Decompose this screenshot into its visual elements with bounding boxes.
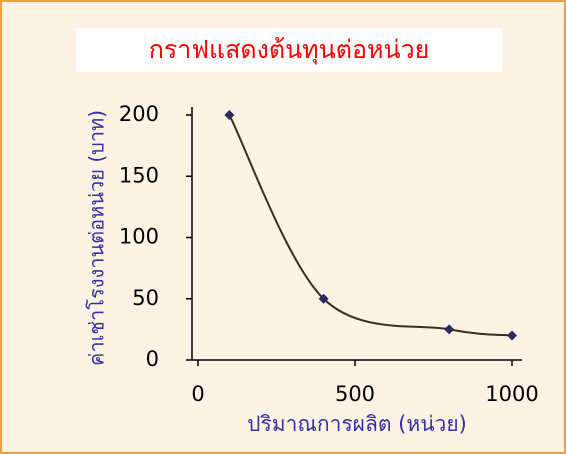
marker: [444, 324, 455, 335]
x-tick-label: 0: [191, 382, 204, 406]
curve: [228, 114, 513, 337]
x-axis-label: ปริมาณการผลิต (หน่วย): [247, 412, 467, 436]
y-tick-label: 200: [119, 102, 159, 126]
y-tick-label: 0: [146, 347, 159, 371]
marker: [318, 293, 329, 304]
y-tick-label: 50: [132, 286, 159, 310]
x-tick-label: 1000: [485, 382, 538, 406]
marker: [224, 110, 235, 120]
title-box: [76, 28, 502, 72]
y-axis-label: ค่าเช่าโรงงานต่อหน่วย (บาท): [85, 110, 109, 366]
y-tick-label: 150: [119, 163, 159, 187]
y-tick-label: 100: [119, 225, 159, 249]
marker: [507, 330, 517, 341]
chart-title: กราฟแสดงต้นทุนต่อหน่วย: [149, 35, 430, 65]
x-tick-label: 500: [335, 382, 375, 406]
